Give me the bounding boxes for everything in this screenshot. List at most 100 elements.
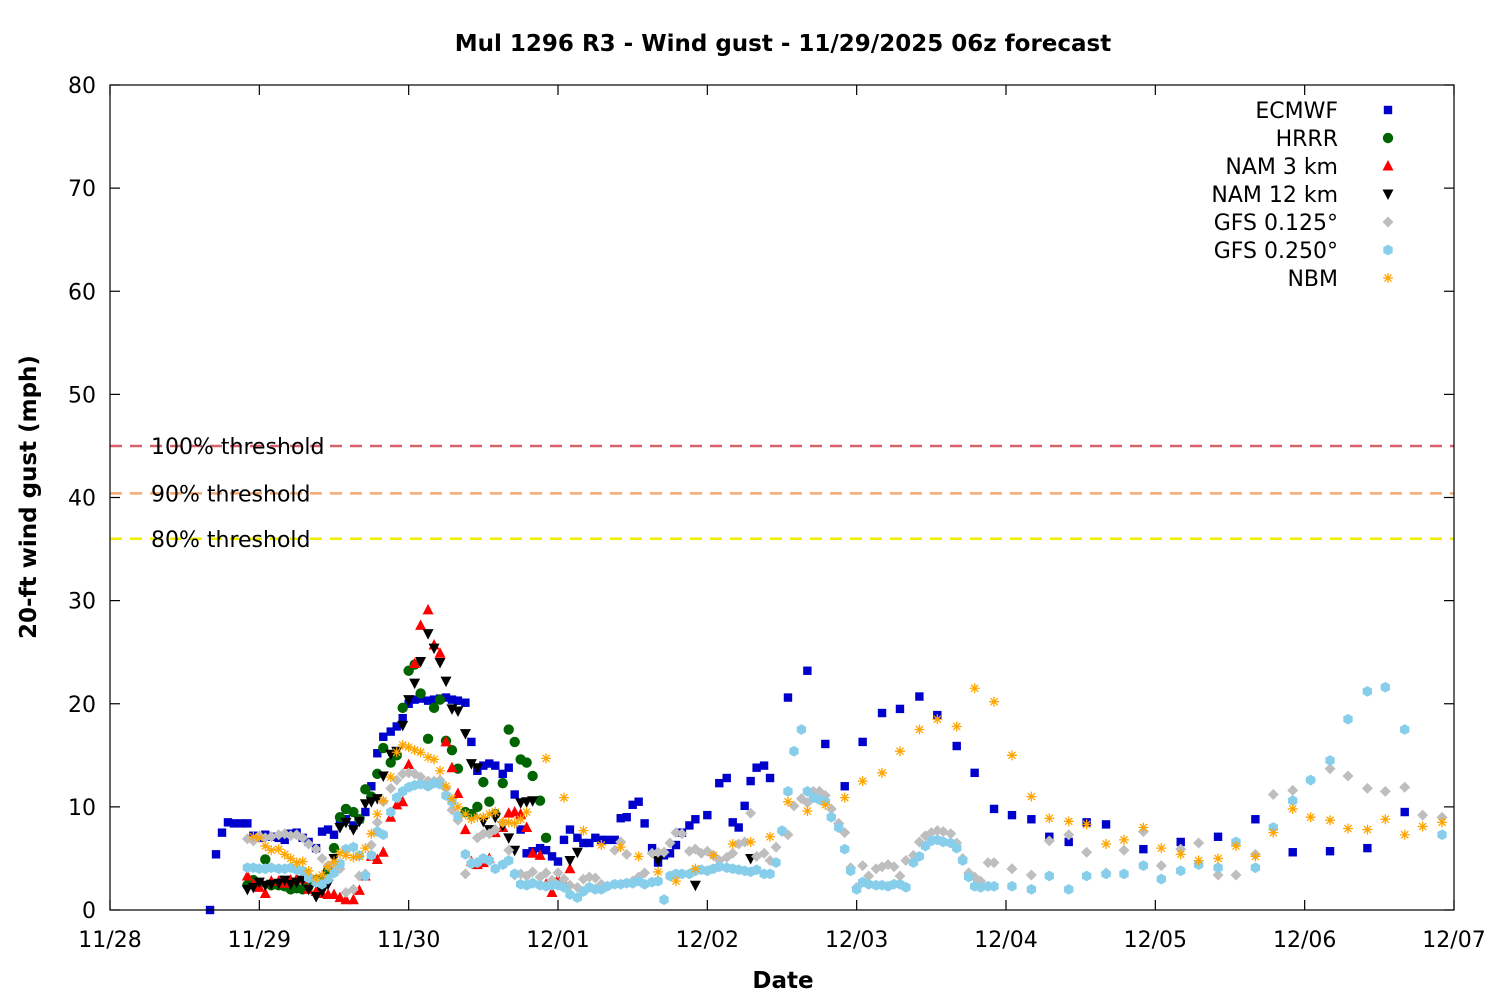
data-point-hrrr: [534, 795, 546, 806]
data-point-gfs-0-125: [888, 861, 900, 873]
data-point-gfs-0-250: [572, 892, 583, 904]
x-tick-label: 12/05: [1124, 928, 1187, 953]
data-point-gfs-0-250: [490, 863, 500, 875]
data-point-gfs-0-125: [894, 870, 906, 882]
data-point-nbm: [1325, 815, 1336, 826]
data-point-nbm: [403, 742, 414, 753]
legend-marker-nam-3-km: [1382, 160, 1394, 171]
data-point-gfs-0-250: [297, 865, 308, 877]
data-point-gfs-0-250: [1325, 755, 1335, 766]
data-point-nam-3-km: [459, 823, 471, 835]
data-point-nam-12-km: [459, 729, 471, 740]
data-point-nbm: [303, 865, 314, 876]
data-point-gfs-0-125: [857, 860, 869, 872]
x-tick-label: 12/02: [676, 928, 739, 953]
data-point-gfs-0-125: [676, 828, 688, 840]
data-point-gfs-0-125: [770, 841, 782, 853]
data-point-nam-3-km: [371, 853, 383, 864]
data-point-nbm: [670, 876, 681, 887]
data-point-nbm: [497, 817, 508, 828]
threshold-lines: 100% threshold 90% threshold 80% threshold: [110, 435, 1454, 553]
data-point-nbm: [311, 873, 322, 884]
data-point-gfs-0-250: [1081, 870, 1092, 882]
data-point-gfs-0-125: [310, 843, 322, 855]
data-point-gfs-0-250: [789, 745, 799, 757]
data-point-ecmwf: [1101, 820, 1111, 829]
data-point-ecmwf: [671, 840, 681, 850]
data-point-gfs-0-125: [1193, 837, 1205, 849]
data-point-nbm: [441, 781, 451, 792]
data-point-gfs-0-125: [945, 828, 957, 840]
data-point-ecmwf: [734, 823, 743, 832]
legend-label-nam-12-km: NAM 12 km: [1211, 183, 1338, 208]
x-axis-label: Date: [752, 968, 813, 994]
data-point-ecmwf: [423, 696, 433, 705]
data-point-nam-12-km: [265, 879, 277, 891]
data-point-gfs-0-250: [378, 829, 388, 841]
data-point-ecmwf: [237, 819, 246, 828]
data-point-nbm: [334, 848, 345, 859]
data-point-gfs-0-250: [653, 875, 663, 887]
data-point-hrrr: [540, 832, 552, 844]
y-tick-label: 70: [68, 177, 96, 202]
data-point-gfs-0-125: [1267, 789, 1279, 800]
data-point-gfs-0-250: [677, 868, 687, 880]
data-point-ecmwf: [603, 835, 612, 845]
x-tick-label: 12/03: [825, 928, 888, 953]
series-nbm: [248, 683, 1448, 887]
tick-labels: 0 10 20 30 40 50 60 70 80 11/28 11/29 11/30 12/01 12/…: [68, 74, 1486, 953]
data-point-nam-3-km: [440, 735, 452, 747]
data-point-ecmwf: [952, 741, 961, 751]
data-point-gfs-0-250: [303, 872, 314, 884]
data-point-nam-12-km: [422, 629, 434, 640]
data-point-nam-12-km: [347, 825, 359, 836]
series-nam-12-km: [241, 629, 757, 903]
data-point-hrrr: [497, 777, 508, 789]
data-point-nam-12-km: [652, 856, 664, 867]
data-point-gfs-0-250: [1380, 681, 1390, 693]
data-point-nbm: [415, 747, 426, 758]
data-point-ecmwf: [1007, 810, 1017, 820]
data-point-ecmwf: [392, 722, 401, 731]
data-point-gfs-0-125: [658, 846, 670, 858]
data-point-gfs-0-250: [1176, 865, 1186, 877]
data-point-gfs-0-250: [751, 864, 762, 876]
data-point-ecmwf: [467, 737, 476, 747]
data-point-nam-3-km: [353, 884, 365, 895]
data-point-nbm: [1287, 803, 1298, 814]
legend-marker-ecmwf: [1383, 105, 1393, 115]
data-point-hrrr: [527, 770, 538, 782]
data-point-nam-12-km: [415, 656, 427, 668]
data-point-gfs-0-250: [963, 871, 974, 883]
data-point-ecmwf: [429, 695, 439, 704]
y-tick-label: 40: [68, 487, 96, 512]
data-point-gfs-0-125: [415, 771, 427, 783]
data-point-nam-3-km: [259, 887, 271, 898]
data-point-hrrr: [503, 724, 514, 735]
data-point-ecmwf: [510, 790, 519, 799]
data-point-hrrr: [260, 854, 271, 865]
legend-label-gfs-0-250: GFS 0.250°: [1214, 239, 1338, 264]
data-point-ecmwf: [1027, 815, 1036, 824]
data-point-nbm: [1026, 791, 1037, 802]
data-point-nbm: [273, 844, 284, 855]
data-point-ecmwf: [1064, 837, 1073, 847]
data-point-nbm: [423, 752, 434, 763]
data-point-gfs-0-125: [758, 847, 770, 859]
legend-label-hrrr: HRRR: [1276, 127, 1338, 152]
data-point-gfs-0-250: [989, 880, 999, 892]
data-point-gfs-0-125: [540, 867, 552, 879]
data-point-ecmwf: [1325, 847, 1335, 856]
data-point-nbm: [452, 801, 463, 812]
data-point-nbm: [360, 843, 371, 854]
data-point-gfs-0-125: [745, 807, 757, 819]
data-point-gfs-0-250: [851, 883, 862, 895]
data-point-hrrr: [385, 757, 396, 768]
data-point-nbm: [323, 861, 334, 872]
y-tick-label: 30: [68, 590, 96, 615]
data-point-nbm: [378, 795, 389, 806]
data-point-nbm: [1342, 823, 1353, 834]
data-point-gfs-0-125: [371, 816, 383, 828]
data-point-nbm: [484, 809, 495, 820]
data-point-ecmwf: [877, 708, 887, 718]
